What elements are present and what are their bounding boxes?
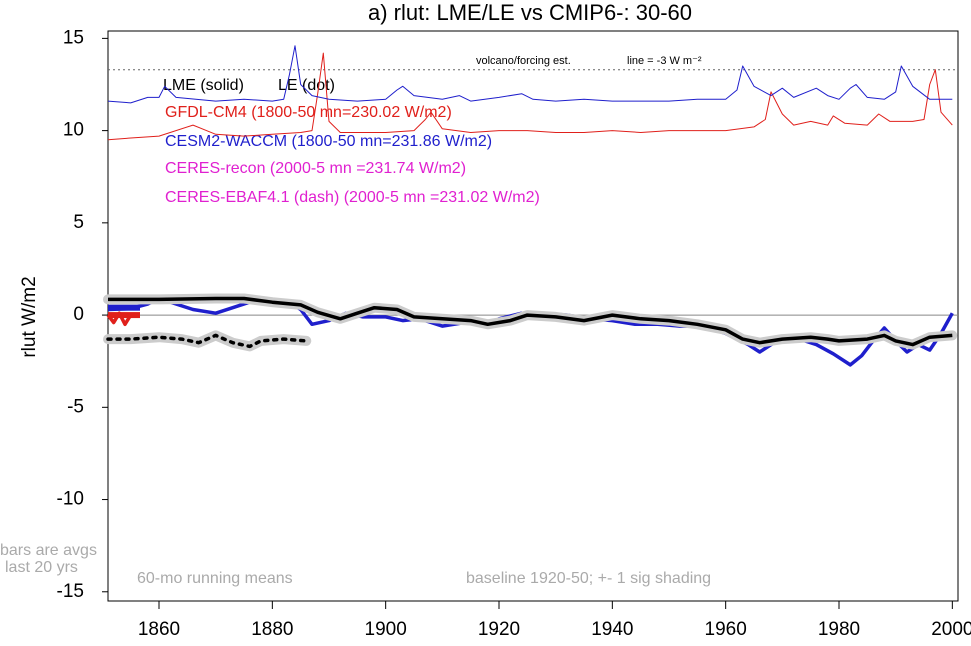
series-line bbox=[107, 45, 953, 104]
y-tick-label: 10 bbox=[63, 120, 84, 141]
volcano-label: volcano/forcing est. bbox=[476, 55, 571, 67]
x-tick-label: 1860 bbox=[138, 619, 180, 640]
legend-text: LME (solid) bbox=[163, 77, 244, 94]
note: bars are avgs bbox=[0, 542, 97, 559]
y-tick-label: -15 bbox=[57, 581, 84, 602]
x-tick-label: 2000 bbox=[931, 619, 971, 640]
series-line bbox=[107, 296, 954, 367]
series-line bbox=[106, 333, 309, 349]
x-tick-label: 1980 bbox=[818, 619, 860, 640]
series-line bbox=[106, 311, 133, 327]
series-line bbox=[108, 296, 953, 347]
y-axis-label: rlut W/m2 bbox=[19, 276, 40, 357]
x-tick-label: 1920 bbox=[478, 619, 520, 640]
legend-text: LE (dot) bbox=[278, 77, 335, 94]
legend-text: CESM2-WACCM (1800-50 mn=231.86 W/m2) bbox=[165, 133, 492, 150]
legend-text: CERES-EBAF4.1 (dash) (2000-5 mn =231.02 … bbox=[165, 189, 540, 206]
note: 60-mo running means bbox=[137, 570, 293, 587]
volcano-note: line = -3 W m⁻² bbox=[627, 55, 702, 67]
note: last 20 yrs bbox=[5, 559, 78, 576]
x-tick-label: 1900 bbox=[365, 619, 407, 640]
bar bbox=[108, 312, 140, 319]
x-tick-label: 1880 bbox=[251, 619, 293, 640]
y-tick-label: 15 bbox=[63, 27, 84, 48]
y-tick-label: -10 bbox=[57, 489, 84, 510]
y-tick-label: 0 bbox=[73, 304, 84, 325]
y-tick-label: 5 bbox=[73, 212, 84, 233]
x-tick-label: 1960 bbox=[705, 619, 747, 640]
legend-text: GFDL-CM4 (1800-50 mn=230.02 W/m2) bbox=[165, 104, 452, 121]
x-tick-label: 1940 bbox=[591, 619, 633, 640]
chart-title: a) rlut: LME/LE vs CMIP6-: 30-60 bbox=[368, 0, 692, 25]
legend-text: CERES-recon (2000-5 mn =231.74 W/m2) bbox=[165, 160, 466, 177]
series-line bbox=[107, 52, 953, 141]
y-tick-label: -5 bbox=[67, 396, 84, 417]
note: baseline 1920-50; +- 1 sig shading bbox=[466, 570, 711, 587]
